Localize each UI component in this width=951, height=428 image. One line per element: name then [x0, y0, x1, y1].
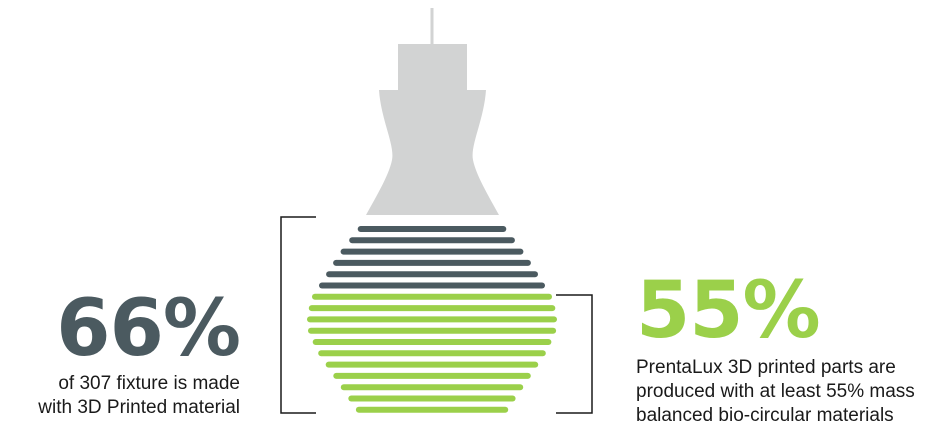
- green-stripe: [308, 305, 556, 312]
- left-stat-description: of 307 fixture is made with 3D Printed m…: [0, 372, 240, 420]
- dark-stripe: [340, 248, 524, 255]
- green-stripe: [333, 372, 531, 379]
- right-stat-description-line: produced with at least 55% mass: [636, 381, 915, 402]
- green-stripe: [348, 395, 516, 402]
- left-bracket: [280, 216, 316, 414]
- green-stripe: [307, 316, 557, 323]
- left-stat-description-line: with 3D Printed material: [38, 397, 240, 418]
- right-stat-block: 55% PrentaLux 3D printed parts are produ…: [636, 272, 946, 428]
- green-stripe: [355, 406, 509, 413]
- dark-stripe: [349, 237, 515, 244]
- green-stripe: [340, 384, 524, 391]
- dark-stripe: [326, 271, 538, 278]
- left-stat-block: 66% of 307 fixture is made with 3D Print…: [0, 284, 241, 420]
- dark-stripe: [333, 259, 531, 266]
- left-stat-description-line: of 307 fixture is made: [58, 373, 240, 394]
- right-stat-value: 55%: [636, 266, 821, 356]
- right-stat-description-line: balanced bio-circular materials: [636, 405, 894, 426]
- dark-stripe: [357, 226, 507, 232]
- dark-stripe: [319, 282, 545, 289]
- left-stat-value: 66%: [56, 284, 241, 374]
- green-stripe: [312, 339, 552, 345]
- green-stripe: [312, 293, 552, 300]
- right-stat-description-line: PrentaLux 3D printed parts are: [636, 357, 896, 378]
- right-stat-description: PrentaLux 3D printed parts are produced …: [636, 356, 946, 428]
- green-stripe: [308, 327, 557, 334]
- green-stripe: [318, 350, 546, 357]
- lamp-upper-housing: [366, 44, 499, 215]
- printed-stripes: [307, 226, 557, 413]
- suspension-cord: [430, 8, 434, 44]
- right-bracket: [556, 294, 593, 414]
- green-stripe: [325, 361, 539, 368]
